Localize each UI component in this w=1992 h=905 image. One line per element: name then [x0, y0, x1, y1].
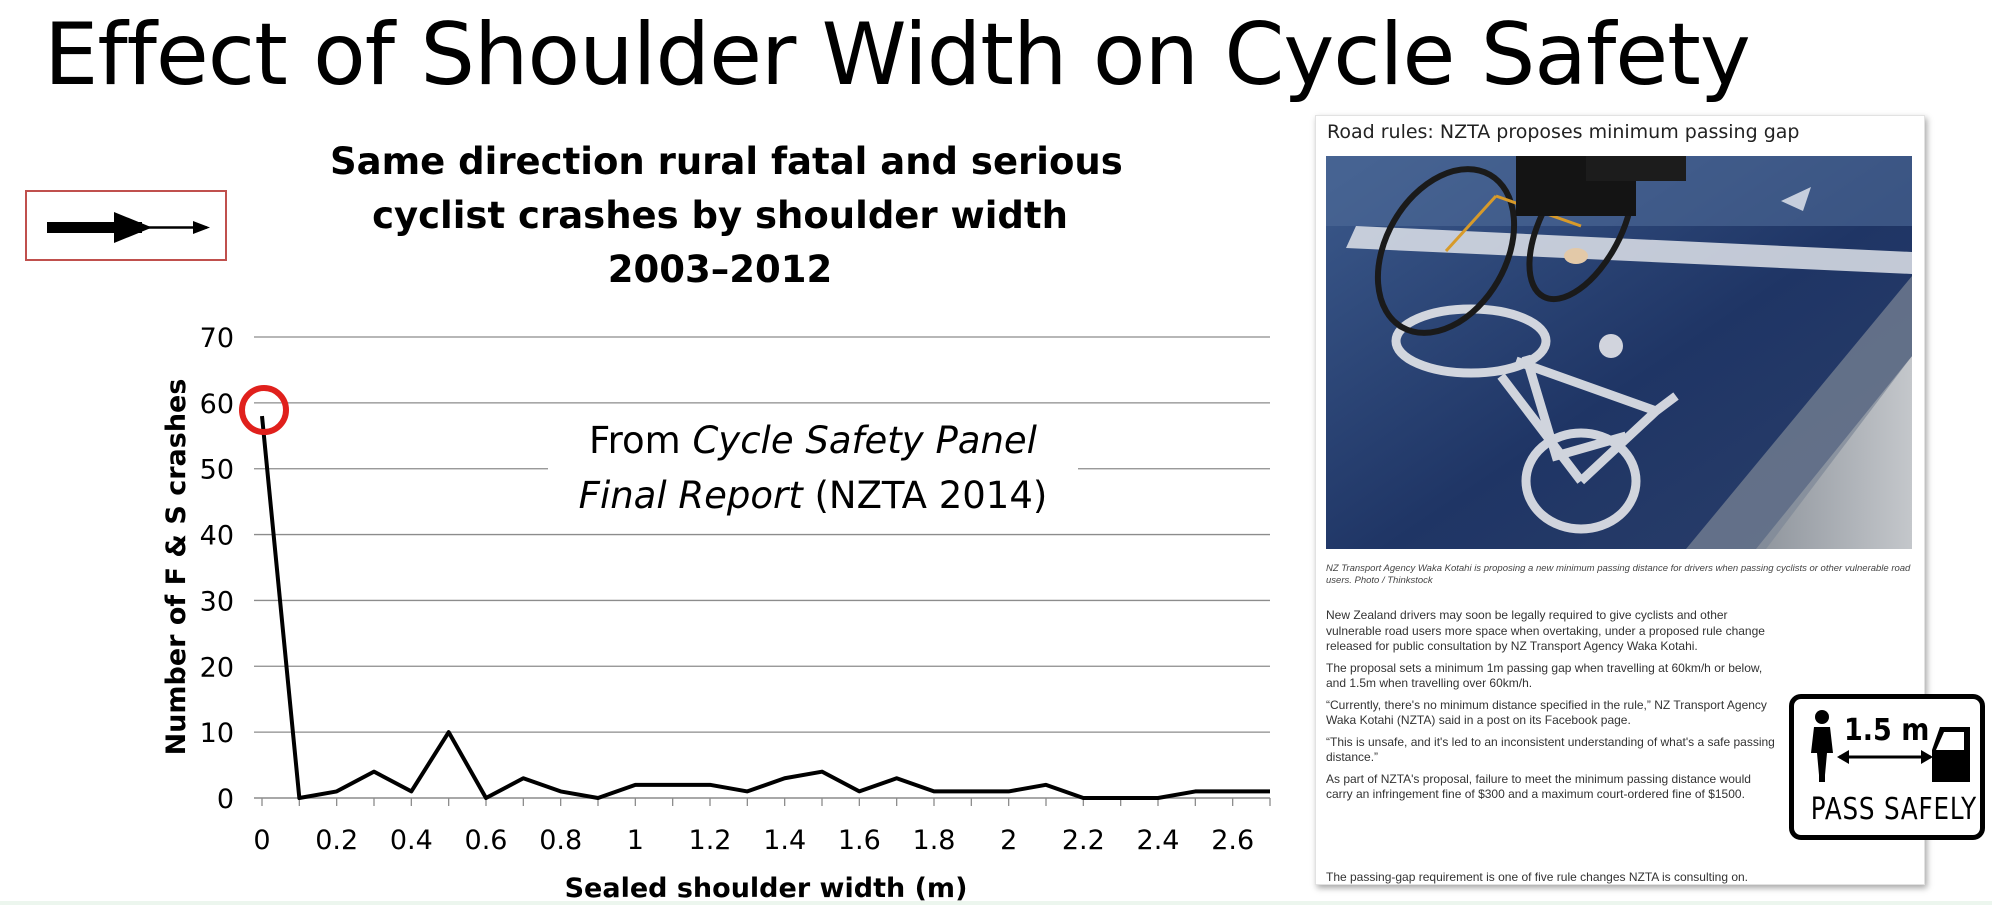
bottom-divider — [0, 901, 1992, 905]
article-photo-caption: NZ Transport Agency Waka Kotahi is propo… — [1326, 563, 1911, 586]
article-paragraph: New Zealand drivers may soon be legally … — [1326, 608, 1765, 653]
x-tick-label: 2 — [1000, 825, 1017, 856]
arrow-box — [25, 190, 227, 261]
y-tick-label: 60 — [200, 389, 234, 420]
series-line — [260, 415, 1270, 800]
x-tick-label: 1.4 — [763, 825, 806, 856]
x-tick-label: 0.4 — [390, 825, 433, 856]
article-paragraph: The passing-gap requirement is one of fi… — [1326, 870, 1749, 884]
chart-title: Same direction rural fatal and serious c… — [330, 135, 1123, 297]
x-tick-label: 0.6 — [465, 825, 508, 856]
article-paragraph: The proposal sets a minimum 1m passing g… — [1326, 660, 1763, 691]
news-article-card: Road rules: NZTA proposes minimum passin… — [1315, 115, 1925, 885]
x-tick-label: 1.6 — [838, 825, 881, 856]
cyclist-car-icon — [1811, 710, 1970, 782]
x-tick-label: 0.2 — [315, 825, 358, 856]
chart-title-line-1: Same direction rural fatal and serious — [330, 140, 1123, 183]
sign-distance: 1.5 m — [1844, 713, 1930, 748]
double-arrow-icon — [47, 212, 210, 243]
x-tick-label: 2.6 — [1211, 825, 1254, 856]
slide-title: Effect of Shoulder Width on Cycle Safety — [44, 5, 1751, 105]
source-suffix: (NZTA 2014) — [802, 474, 1048, 517]
chart-title-line-2: cyclist crashes by shoulder width — [372, 194, 1068, 237]
article-photo — [1326, 156, 1912, 549]
y-tick-label: 10 — [200, 718, 234, 749]
x-tick-label: 1.8 — [913, 825, 956, 856]
source-title-part-2: Final Report — [578, 474, 803, 517]
x-tick-label: 2.4 — [1137, 825, 1180, 856]
sign-text: PASS SAFELY — [1810, 792, 1977, 827]
y-tick-label: 20 — [200, 652, 234, 683]
highlight-circle — [239, 385, 289, 436]
x-axis-label: Sealed shoulder width (m) — [565, 873, 968, 904]
article-paragraph: “Currently, there's no minimum distance … — [1326, 697, 1767, 728]
line-chart: 0 10 20 30 40 50 60 70 0 0.2 0.4 0.6 0.8 1 1.2 1.4 1.6 1.… — [161, 323, 1271, 904]
cyclist-bike-lane-photo — [1326, 156, 1912, 549]
y-tick-label: 0 — [217, 784, 234, 815]
source-annotation: From Cycle Safety Panel Final Report (NZ… — [548, 413, 1078, 523]
y-axis-label: Number of F & S crashes — [161, 379, 192, 756]
source-prefix: From — [589, 419, 693, 462]
y-tick-label: 30 — [200, 586, 234, 617]
x-tick-label: 0 — [253, 825, 270, 856]
article-headline: Road rules: NZTA proposes minimum passin… — [1327, 121, 1800, 143]
x-tick-label: 1.2 — [689, 825, 732, 856]
x-tick-label: 2.2 — [1062, 825, 1105, 856]
y-tick-label: 40 — [200, 521, 234, 552]
x-tick-label: 1 — [627, 825, 644, 856]
source-title-part-1: Cycle Safety Panel — [692, 419, 1037, 462]
x-tick-label: 0.8 — [539, 825, 582, 856]
chart-title-line-3: 2003–2012 — [607, 248, 833, 291]
y-tick-label: 70 — [200, 323, 234, 354]
article-paragraph: “This is unsafe, and it's led to an inco… — [1326, 734, 1775, 765]
article-body: New Zealand drivers may soon be legally … — [1326, 608, 1776, 884]
pass-safely-sign: 1.5 m PASS SAFELY — [1789, 694, 1985, 840]
y-tick-label: 50 — [200, 455, 234, 486]
article-paragraph: As part of NZTA's proposal, failure to m… — [1326, 771, 1751, 802]
